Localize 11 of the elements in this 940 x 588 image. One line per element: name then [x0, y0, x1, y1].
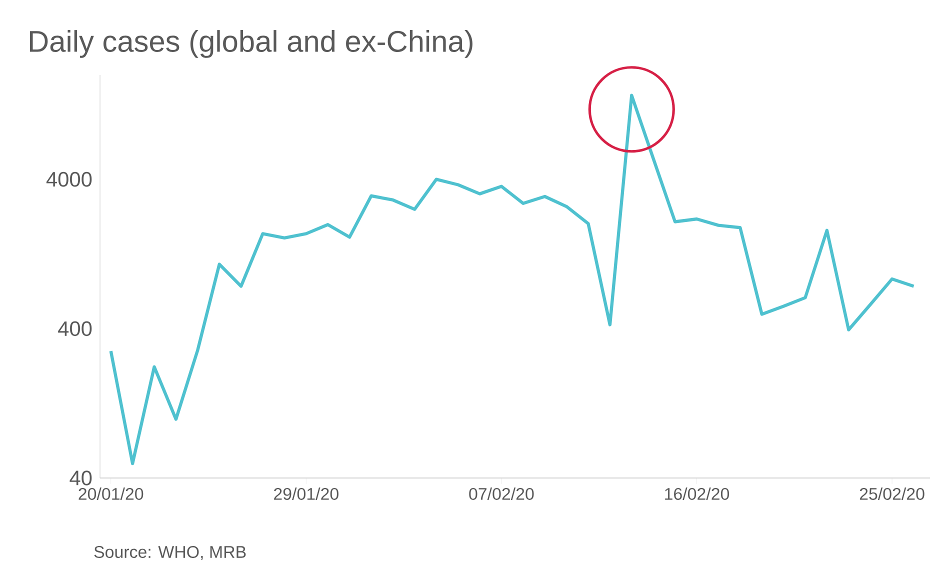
chart-title: Daily cases (global and ex-China) [30, 30, 472, 58]
x-tick-label: 25/02/20 [860, 488, 924, 500]
x-tick-label: 20/01/20 [78, 488, 144, 500]
y-tick-label: 4000 [46, 172, 92, 187]
y-tick-label: 40 [70, 470, 92, 486]
x-tick-label: 16/02/20 [665, 488, 730, 500]
x-tick-label: 29/01/20 [274, 488, 338, 500]
y-tick-label: 400 [58, 321, 92, 336]
line-series [109, 94, 916, 466]
source-note: Source: WHO, MRB [94, 546, 246, 560]
x-tick-label: 07/02/20 [469, 488, 534, 500]
